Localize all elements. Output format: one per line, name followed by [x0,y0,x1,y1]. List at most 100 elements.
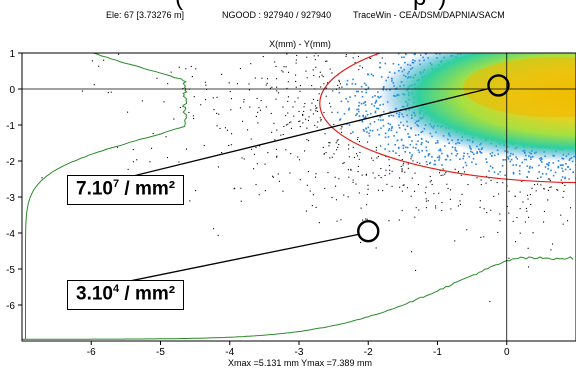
particle [391,126,393,128]
particle [456,153,459,155]
particle [546,32,548,34]
particle [450,208,452,210]
particle [330,106,332,108]
particle [549,42,551,44]
particle [389,123,391,126]
particle [565,41,567,43]
particle [191,76,193,78]
particle [561,19,562,20]
particle [414,172,416,174]
particle [325,152,327,154]
particle [558,13,559,14]
particle [348,176,350,178]
particle [434,163,437,166]
particle [272,176,274,178]
particle [572,50,574,52]
particle [431,183,433,185]
particle [132,161,134,163]
particle [405,53,407,56]
particle [569,168,571,171]
particle [417,184,419,186]
particle [380,177,382,179]
particle [487,49,489,51]
particle [459,200,461,202]
particle [499,213,501,215]
particle [318,31,319,32]
particle [271,131,273,133]
particle [355,90,358,93]
particle [156,77,158,79]
particle [365,48,366,49]
particle [369,129,371,132]
particle [419,162,421,164]
particle [537,177,539,179]
particle [532,30,534,32]
particle [425,140,428,143]
particle [235,35,236,36]
particle [250,63,252,65]
particle [415,269,417,271]
particle [305,70,307,72]
particle [472,23,473,24]
particle [295,86,297,88]
particle [283,125,285,127]
particle [357,138,359,140]
particle [451,18,452,19]
particle [339,83,341,85]
particle [536,36,538,38]
particle [298,110,300,112]
particle [373,105,376,107]
particle [282,26,283,27]
particle [382,125,385,127]
particle [334,6,335,7]
particle [103,59,105,61]
particle [558,19,559,20]
particle [352,131,354,133]
particle [455,150,458,152]
particle [356,108,358,111]
particle [362,115,364,118]
particle [490,209,492,211]
particle [356,153,358,155]
particle [242,31,243,32]
particle [239,68,241,70]
particle [427,24,428,25]
particle [274,139,276,141]
particle [488,24,489,25]
particle [298,121,300,123]
particle [454,147,457,149]
particle [535,190,537,192]
particle [480,184,482,186]
particle [528,266,530,268]
particle [369,123,372,125]
particle [320,118,322,120]
particle [528,167,531,169]
particle [413,48,414,49]
particle [91,60,93,62]
particle [369,57,371,59]
particle [478,42,480,44]
particle [548,2,549,3]
particle [336,49,337,50]
particle [457,205,459,207]
particle [182,87,184,89]
particle [531,15,532,16]
particle [323,16,324,17]
particle [532,232,534,234]
particle [348,148,350,150]
particle [358,141,360,143]
particle [407,49,408,50]
particle [540,159,542,162]
particle [438,159,440,161]
particle [186,148,188,150]
particle [485,158,487,160]
particle [547,163,550,166]
particle [491,30,492,31]
particle [525,207,527,209]
particle [310,9,311,10]
particle [482,27,483,28]
particle [258,107,260,109]
particle [305,118,307,120]
particle [336,111,339,114]
particle [285,124,287,126]
